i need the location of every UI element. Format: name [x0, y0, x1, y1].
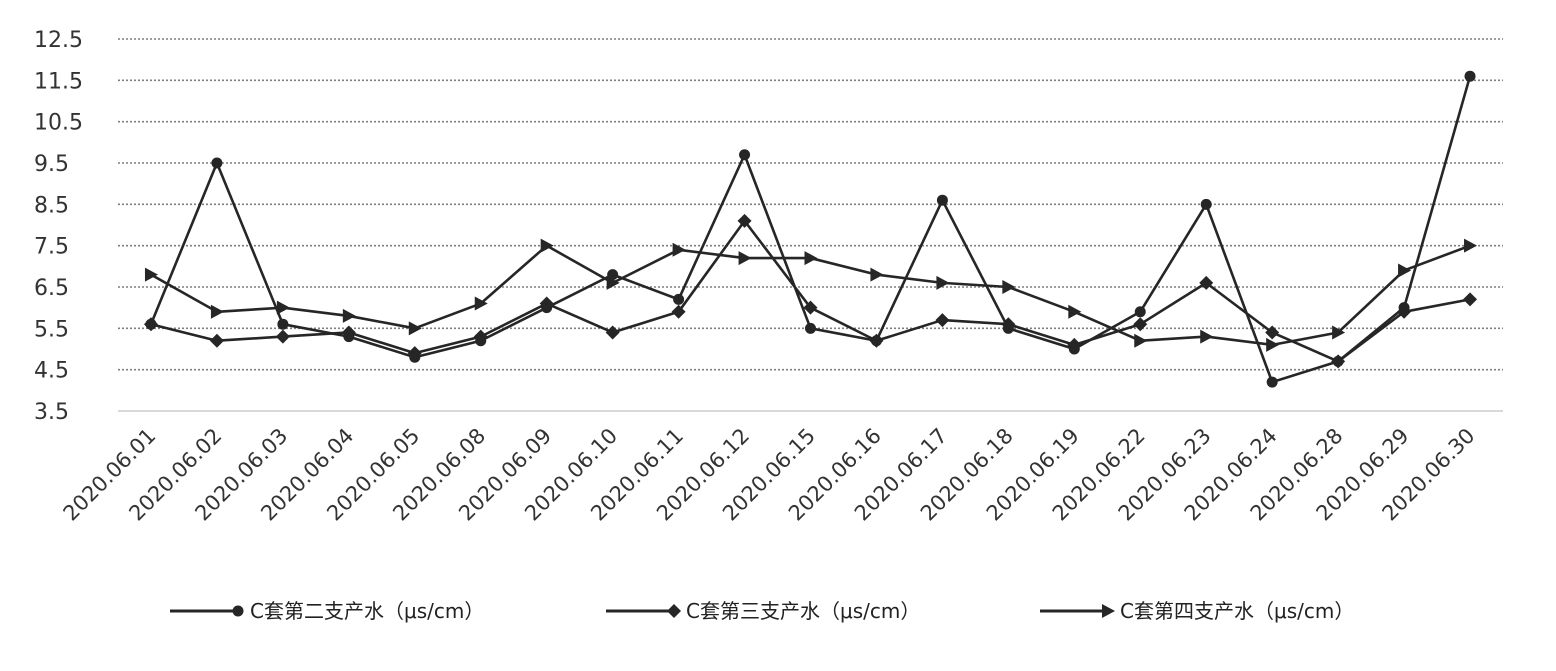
data-point	[805, 322, 816, 334]
data-point	[1464, 70, 1476, 82]
data-point	[1266, 337, 1280, 352]
legend-item-3: C套第四支产水（μs/cm）	[1040, 599, 1354, 623]
data-point	[1134, 306, 1146, 318]
data-point	[738, 251, 752, 266]
data-point	[1200, 198, 1212, 210]
legend-item-1: C套第二支产水（μs/cm）	[170, 599, 484, 623]
data-point	[1463, 292, 1478, 307]
y-tick-label: 9.5	[34, 152, 69, 177]
gridlines	[118, 38, 1503, 412]
legend-label: C套第三支产水（μs/cm）	[686, 599, 920, 623]
y-tick-label: 6.5	[34, 276, 69, 301]
data-point	[407, 346, 422, 361]
data-point	[341, 325, 356, 340]
data-point	[539, 296, 554, 311]
y-tick-label: 8.5	[34, 193, 69, 218]
data-point	[1001, 317, 1016, 332]
legend-marker	[232, 605, 244, 617]
data-point	[1266, 376, 1278, 388]
data-point	[804, 251, 818, 266]
data-point	[275, 329, 290, 344]
data-point	[209, 333, 224, 348]
data-point	[869, 333, 884, 348]
data-point	[1134, 333, 1148, 348]
y-tick-label: 11.5	[34, 69, 83, 94]
data-point	[1397, 304, 1412, 319]
data-point	[473, 329, 488, 344]
series-3	[144, 238, 1478, 352]
data-point	[1265, 325, 1280, 340]
data-point	[1199, 275, 1214, 290]
data-point	[870, 267, 884, 282]
legend-marker	[1102, 604, 1115, 618]
data-point	[935, 313, 950, 328]
legend-label: C套第四支产水（μs/cm）	[1120, 599, 1354, 623]
data-point	[606, 275, 620, 290]
y-tick-label: 3.5	[34, 400, 69, 425]
data-point	[936, 194, 948, 206]
data-point	[673, 293, 685, 305]
y-tick-label: 5.5	[34, 317, 69, 342]
data-point	[474, 296, 488, 311]
data-point	[672, 242, 686, 257]
data-point	[1133, 317, 1148, 332]
legend-marker	[667, 604, 681, 618]
y-tick-label: 12.5	[34, 28, 83, 53]
data-point	[1464, 238, 1478, 253]
data-point	[737, 213, 752, 228]
legend: C套第二支产水（μs/cm） C套第三支产水（μs/cm） C套第四支产水（μs/c…	[170, 599, 1354, 623]
data-point	[1331, 354, 1346, 369]
series-2	[143, 213, 1478, 369]
data-point	[342, 308, 356, 323]
legend-label: C套第二支产水（μs/cm）	[250, 599, 484, 623]
y-tick-label: 10.5	[34, 111, 83, 136]
data-point	[277, 318, 289, 330]
x-axis-tick-labels: 2020.06.012020.06.022020.06.032020.06.04…	[59, 424, 1480, 526]
data-point	[1332, 325, 1346, 340]
data-point	[210, 304, 224, 319]
data-point	[936, 275, 950, 290]
data-point	[540, 238, 554, 253]
y-tick-label: 7.5	[34, 235, 69, 260]
data-point	[671, 304, 686, 319]
data-point	[276, 300, 290, 315]
data-point	[408, 321, 422, 336]
data-point	[607, 269, 619, 281]
data-point	[143, 317, 158, 332]
data-point	[1067, 337, 1082, 352]
data-point	[1398, 263, 1412, 278]
data-point	[605, 325, 620, 340]
data-point	[211, 157, 223, 169]
data-point	[1068, 304, 1082, 319]
data-point	[1002, 280, 1016, 294]
y-axis-tick-labels: 12.5 11.5 10.5 9.5 8.5 7.5 6.5 5.5 4.5 3.5	[34, 28, 83, 425]
data-point	[803, 300, 818, 315]
data-point	[144, 267, 158, 282]
series-lines	[143, 70, 1478, 388]
data-point	[1200, 329, 1214, 344]
data-point	[739, 149, 751, 161]
series-1	[145, 70, 1476, 388]
legend-item-2: C套第三支产水（μs/cm）	[606, 599, 920, 623]
y-tick-label: 4.5	[34, 359, 69, 384]
